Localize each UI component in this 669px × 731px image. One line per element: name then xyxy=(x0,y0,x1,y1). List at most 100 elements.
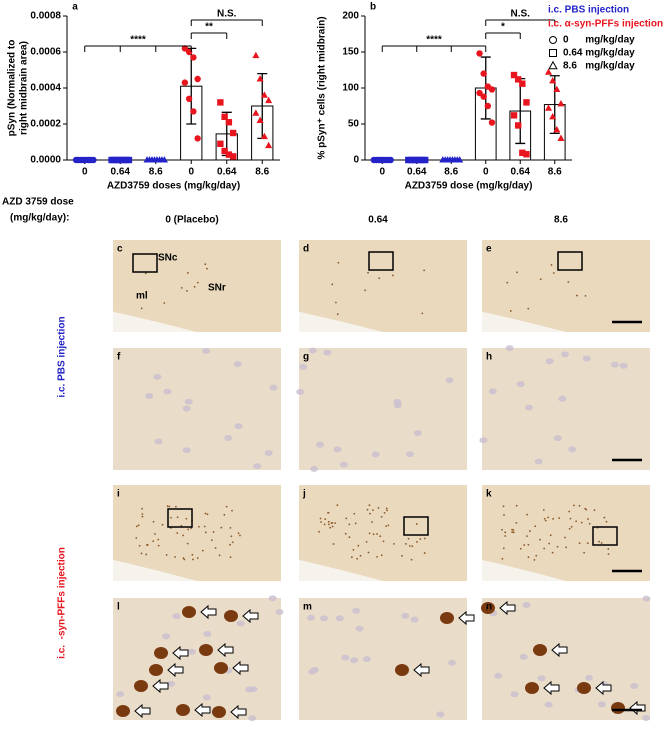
stain-dot xyxy=(527,556,530,559)
stain-dot xyxy=(237,532,240,535)
significance-label: **** xyxy=(130,35,146,46)
stain-dot xyxy=(512,531,515,534)
arrow xyxy=(595,680,612,696)
stain-dot xyxy=(350,556,353,559)
nucleus xyxy=(560,351,569,358)
stain-dot xyxy=(239,534,241,537)
y-tick-label: 100 xyxy=(342,83,359,94)
nucleus xyxy=(202,347,211,354)
stain-dot xyxy=(550,264,553,266)
nucleus xyxy=(558,395,567,402)
stain-dot xyxy=(515,504,518,507)
inclusion xyxy=(611,702,625,714)
stain-dot xyxy=(504,531,507,534)
y-tick-label: 0.0006 xyxy=(30,47,61,58)
marker-triangle xyxy=(545,104,553,111)
marker-triangle xyxy=(256,116,264,123)
stain-dot xyxy=(547,516,550,519)
stain-dot xyxy=(411,545,414,548)
stain-dot xyxy=(138,544,141,547)
significance-bracket xyxy=(485,19,556,26)
nucleus xyxy=(299,363,308,370)
stain-dot xyxy=(163,302,166,304)
nucleus xyxy=(516,381,525,388)
micrograph xyxy=(482,598,650,720)
stain-dot xyxy=(552,517,555,520)
stain-dot xyxy=(408,544,411,547)
inclusion xyxy=(224,610,238,622)
column-header: 0 (Placebo) xyxy=(165,215,218,226)
stain-dot xyxy=(354,522,357,525)
stain-dot xyxy=(423,269,426,272)
stain-dot xyxy=(516,271,518,274)
significance-bracket xyxy=(190,32,228,39)
nucleus xyxy=(316,441,325,448)
stain-dot xyxy=(587,518,589,520)
nucleus xyxy=(248,715,257,722)
tissue-edge xyxy=(113,311,197,332)
stain-dot xyxy=(515,521,518,524)
marker-circle xyxy=(549,36,557,44)
x-tick-label: 8.6 xyxy=(255,167,269,178)
stain-dot xyxy=(376,555,378,558)
nucleus xyxy=(505,345,514,352)
marker-square xyxy=(519,149,526,156)
arrow xyxy=(167,662,184,678)
marker-square xyxy=(125,156,133,164)
nucleus xyxy=(405,451,414,458)
x-axis-label: AZD3759 doses (mg/kg/day) xyxy=(107,181,240,192)
inclusion xyxy=(214,662,228,674)
dose-header: AZD 3759 dose xyxy=(2,197,74,208)
nucleus xyxy=(306,614,315,621)
arrow xyxy=(543,680,560,696)
significance-label: * xyxy=(501,22,505,33)
stain-dot xyxy=(229,556,232,559)
stain-dot xyxy=(318,530,320,533)
stain-dot xyxy=(543,517,546,520)
nucleus xyxy=(436,711,445,718)
micrograph xyxy=(299,485,467,581)
marker-triangle xyxy=(545,68,553,75)
stain-dot xyxy=(180,286,183,289)
nucleus xyxy=(597,701,606,708)
marker-circle xyxy=(480,93,487,100)
column-header: 0.64 xyxy=(368,215,388,226)
stain-dot xyxy=(364,289,367,292)
stain-dot xyxy=(423,552,426,554)
zoom-box xyxy=(557,251,583,271)
stain-dot xyxy=(575,520,578,523)
stain-dot xyxy=(230,535,233,538)
panel-letter: h xyxy=(486,352,492,363)
stain-dot xyxy=(185,517,188,520)
stain-dot xyxy=(141,515,144,518)
inclusion xyxy=(116,705,130,717)
stain-dot xyxy=(527,543,530,546)
stain-dot xyxy=(585,508,588,511)
stain-dot xyxy=(196,281,199,284)
marker-circle xyxy=(488,119,496,126)
micrograph xyxy=(482,485,650,581)
stain-dot xyxy=(600,542,603,544)
nucleus xyxy=(341,654,350,661)
region-label: ml xyxy=(136,291,148,302)
nucleus xyxy=(352,607,361,614)
nucleus xyxy=(182,405,191,412)
nucleus xyxy=(582,355,591,362)
marker-triangle xyxy=(260,91,268,98)
arrow xyxy=(134,703,151,719)
tissue-edge xyxy=(113,559,197,581)
nucleus xyxy=(233,361,242,368)
stain-dot xyxy=(225,505,228,508)
micrograph xyxy=(113,485,281,581)
stain-dot xyxy=(523,544,526,546)
stain-dot xyxy=(357,544,360,547)
y-axis-label: % pSyn⁺ cells (right midbrain) xyxy=(317,16,328,159)
stain-dot xyxy=(564,536,566,539)
stain-dot xyxy=(533,559,536,561)
nucleus xyxy=(445,377,454,384)
nucleus xyxy=(413,430,422,437)
nucleus xyxy=(269,384,278,391)
x-tick-label: 0.64 xyxy=(407,167,427,178)
marker-triangle xyxy=(549,76,557,84)
arrow xyxy=(230,704,247,720)
